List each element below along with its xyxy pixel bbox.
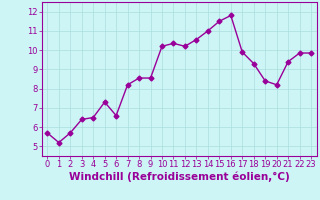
- X-axis label: Windchill (Refroidissement éolien,°C): Windchill (Refroidissement éolien,°C): [69, 172, 290, 182]
